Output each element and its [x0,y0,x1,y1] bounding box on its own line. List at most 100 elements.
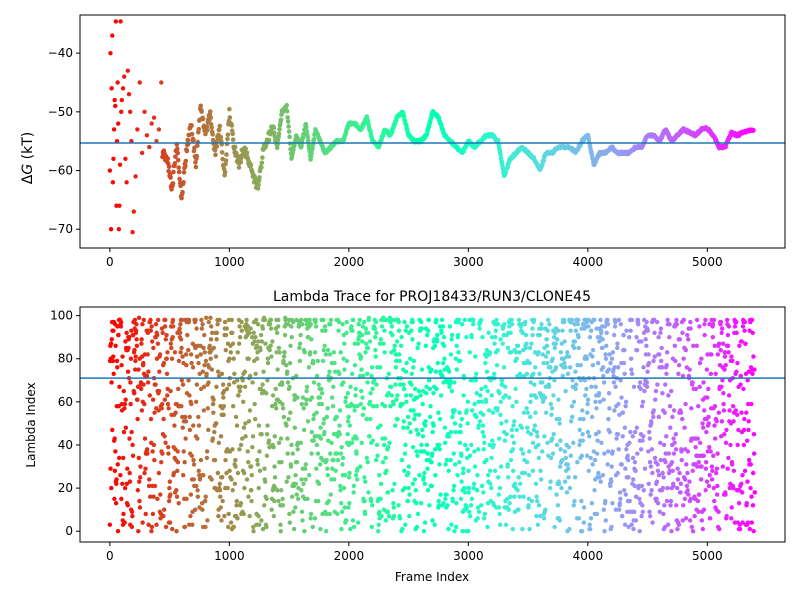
lambda-point [198,352,203,357]
lambda-point [557,518,563,523]
lambda-point [436,410,441,415]
lambda-point [732,520,738,525]
delta-g-point [223,161,228,167]
lambda-point [169,356,175,361]
lambda-point [399,334,404,340]
lambda-point [543,507,548,512]
lambda-point [518,481,523,486]
delta-g-point [286,124,291,129]
lambda-point [127,334,132,340]
lambda-point [496,505,502,510]
lambda-point [742,319,748,325]
lambda-point [238,384,243,389]
lambda-point [156,408,161,413]
lambda-point [115,365,120,370]
lambda-point [149,529,154,534]
lambda-points [107,315,758,534]
lambda-point [275,488,280,493]
lambda-point [706,414,711,420]
lambda-point [489,455,494,461]
lambda-point [147,393,152,398]
lambda-point [495,406,500,411]
lambda-point [273,386,278,392]
lambda-point [352,363,358,368]
lambda-point [575,322,581,327]
lambda-point [353,393,358,398]
lambda-point [479,503,484,508]
lambda-point [518,373,523,379]
lambda-point [403,328,408,333]
lambda-point [617,490,623,495]
lambda-point [553,365,559,370]
lambda-point [740,472,745,478]
lambda-point [325,472,331,478]
lambda-point [368,498,374,504]
lambda-point [325,406,330,411]
lambda-point [273,401,278,407]
delta-g-point [111,156,116,161]
lambda-point [709,352,714,357]
lambda-point [581,520,586,525]
lambda-point [590,363,596,368]
lambda-point [466,485,472,491]
lambda-point [675,485,680,491]
delta-g-point [276,131,282,137]
lambda-point [123,339,128,344]
lambda-point [622,522,628,527]
lambda-point [191,477,196,482]
lambda-point [603,498,608,504]
lambda-point [289,324,294,329]
lambda-point [179,403,184,409]
lambda-point [618,378,623,383]
lambda-point [407,513,412,519]
lambda-point [153,382,158,387]
lambda-point [522,470,528,476]
lambda-point [443,462,448,467]
delta-g-point [238,159,244,165]
lambda-point [738,382,743,387]
lambda-point [200,507,205,512]
lambda-point [708,449,713,454]
lambda-point [114,477,119,482]
delta-g-point [212,147,218,153]
lambda-point [471,317,476,323]
lambda-point [534,429,540,435]
lambda-point [463,442,468,448]
lambda-point [242,369,248,374]
lambda-point [472,401,477,407]
delta-g-point [119,109,124,115]
delta-g-point [200,116,206,122]
lambda-point [703,460,709,465]
lambda-point [211,410,216,415]
lambda-point [673,447,679,452]
lambda-point [653,397,658,402]
delta-g-point [217,123,223,129]
lambda-point [524,341,529,346]
lambda-point [564,490,570,495]
lambda-point [487,350,493,355]
lambda-point [347,470,352,476]
delta-g-point [170,181,176,186]
lambda-point [427,503,432,508]
lambda-point [709,464,715,469]
lambda-point [539,449,545,454]
lambda-point [122,520,127,525]
lambda-point [568,328,573,333]
lambda-point [234,503,239,508]
lambda-point [702,408,707,413]
delta-g-point [189,131,195,137]
lambda-point [705,395,710,400]
lambda-point [236,341,242,346]
lambda-point [213,354,219,359]
lambda-point [721,391,726,396]
delta-g-point [116,227,122,232]
lambda-point [712,343,717,349]
lambda-point [700,526,705,532]
lambda-point [233,414,239,420]
lambda-point [559,485,564,491]
lambda-point [368,391,373,396]
lambda-point [378,481,384,486]
lambda-point [337,423,342,428]
lambda-point [548,365,553,370]
lambda-point [537,371,542,377]
